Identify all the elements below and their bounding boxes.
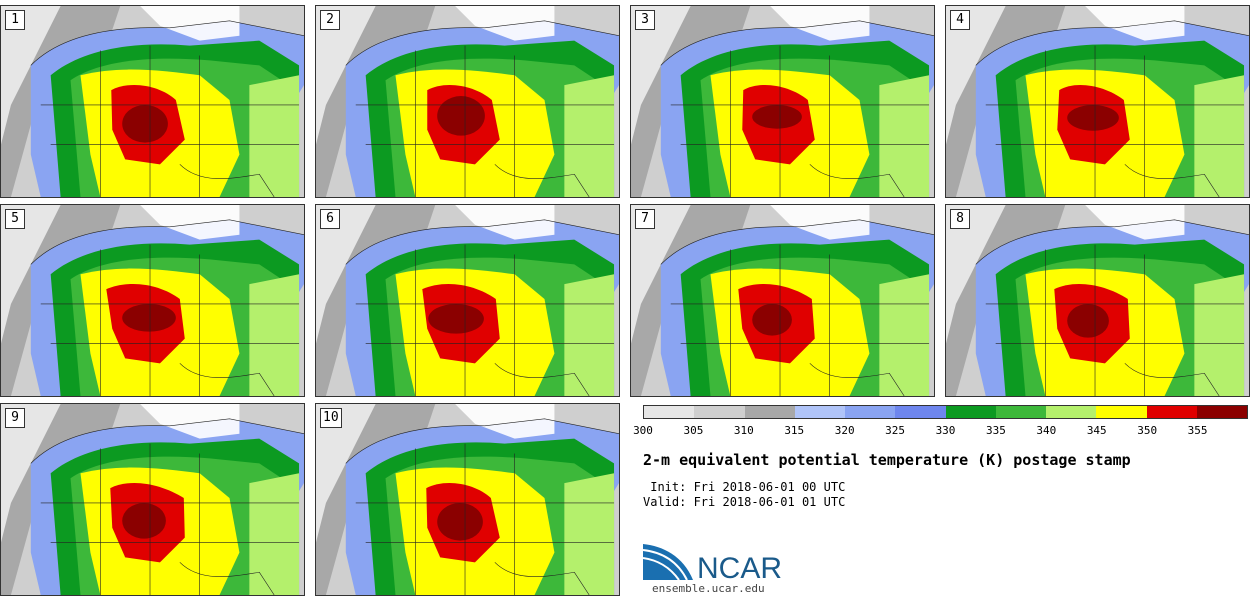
member-number-label: 9 [5,408,25,428]
svg-text:NCAR: NCAR [697,552,782,584]
colorbar-tick-label: 320 [834,424,855,437]
member-number-label: 2 [320,10,340,30]
ensemble-member-panel: 10 [315,403,620,596]
colorbar-swatch [1146,406,1197,418]
colorbar-swatch [995,406,1046,418]
colorbar-swatch [1196,406,1247,418]
member-number-label: 1 [5,10,25,30]
member-number-label: 6 [320,209,340,229]
colorbar-tick-label: 300 [633,424,653,437]
colorbar-swatch [694,406,745,418]
colorbar-tick-label: 330 [935,424,956,437]
ensemble-member-panel: 3 [630,5,935,198]
colorbar-tick-label: 355 [1187,424,1208,437]
colorbar-ticks: 300 305 310 315 320 325 330 335 340 345 350 355 [633,424,1248,440]
colorbar-tick-label: 305 [683,424,704,437]
member-number-label: 5 [5,209,25,229]
colorbar-swatch [1046,406,1097,418]
logo-url: ensemble.ucar.edu [652,582,765,595]
ensemble-member-panel: 8 [945,204,1250,397]
colorbar-swatch [1096,406,1147,418]
figure-title: 2-m equivalent potential temperature (K)… [643,451,1131,469]
colorbar-tick-label: 345 [1086,424,1107,437]
member-number-label: 8 [950,209,970,229]
colorbar-tick-label: 310 [733,424,754,437]
ensemble-member-panel: 1 [0,5,305,198]
member-number-label: 10 [320,408,342,428]
colorbar-swatch [794,406,845,418]
colorbar-tick-label: 325 [885,424,906,437]
ensemble-member-panel: 4 [945,5,1250,198]
colorbar-tick-label: 335 [985,424,1006,437]
colorbar-tick-label: 350 [1137,424,1158,437]
colorbar [643,405,1248,419]
ensemble-member-panel: 9 [0,403,305,596]
ensemble-member-panel: 5 [0,204,305,397]
ncar-logo: NCAR [643,544,782,584]
ensemble-member-panel: 2 [315,5,620,198]
ensemble-member-panel: 6 [315,204,620,397]
colorbar-tick-label: 315 [784,424,805,437]
member-number-label: 4 [950,10,970,30]
colorbar-tick-label: 340 [1036,424,1057,437]
colorbar-swatch [945,406,996,418]
colorbar-swatch [845,406,896,418]
init-time: Init: Fri 2018-06-01 00 UTC [643,480,846,494]
member-number-label: 3 [635,10,655,30]
colorbar-swatch [895,406,946,418]
valid-time: Valid: Fri 2018-06-01 01 UTC [643,495,846,509]
ensemble-member-panel: 7 [630,204,935,397]
member-number-label: 7 [635,209,655,229]
colorbar-swatch [644,406,695,418]
colorbar-swatch [744,406,795,418]
